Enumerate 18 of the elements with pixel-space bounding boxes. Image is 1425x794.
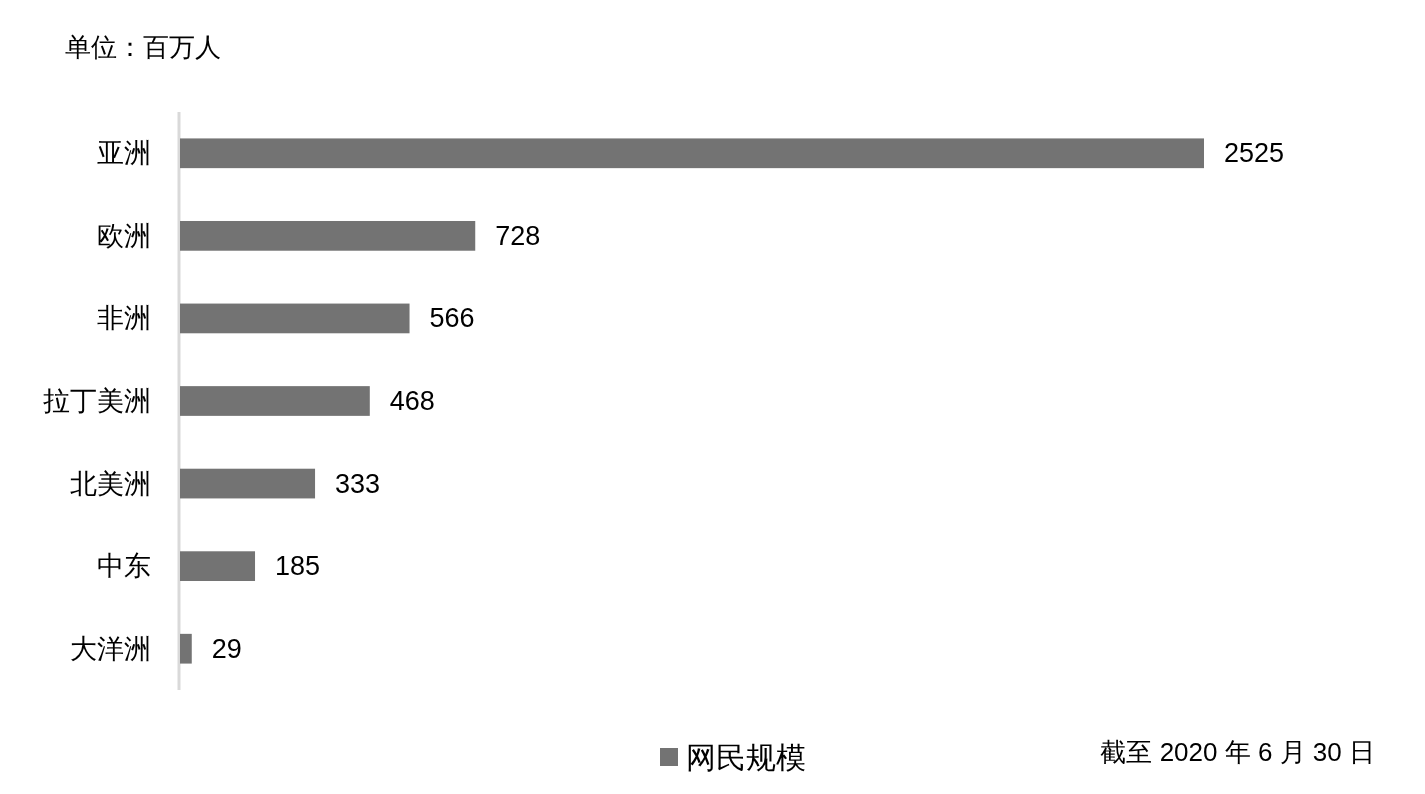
data-label: 333 — [335, 468, 381, 499]
data-label: 2525 — [1224, 138, 1285, 169]
y-tick-label: 拉丁美洲 — [43, 386, 151, 416]
data-label: 728 — [495, 220, 541, 251]
y-tick-label: 亚洲 — [97, 138, 151, 169]
y-tick-label: 非洲 — [97, 303, 151, 334]
y-tick-label: 欧洲 — [97, 220, 151, 251]
y-tick-label: 北美洲 — [70, 468, 151, 499]
y-tick-label: 大洋洲 — [70, 633, 151, 664]
legend-label: 网民规模 — [686, 740, 806, 774]
data-label: 566 — [429, 303, 475, 334]
data-label: 185 — [275, 551, 321, 582]
text: 截至 2020 年 6 月 30 日 — [1100, 737, 1375, 767]
y-tick-label: 中东 — [97, 551, 151, 582]
data-label: 468 — [389, 386, 435, 416]
chart-title: 单位：百万人 — [65, 32, 221, 62]
legend: 网民规模 — [660, 740, 806, 774]
data-label: 29 — [211, 633, 242, 664]
